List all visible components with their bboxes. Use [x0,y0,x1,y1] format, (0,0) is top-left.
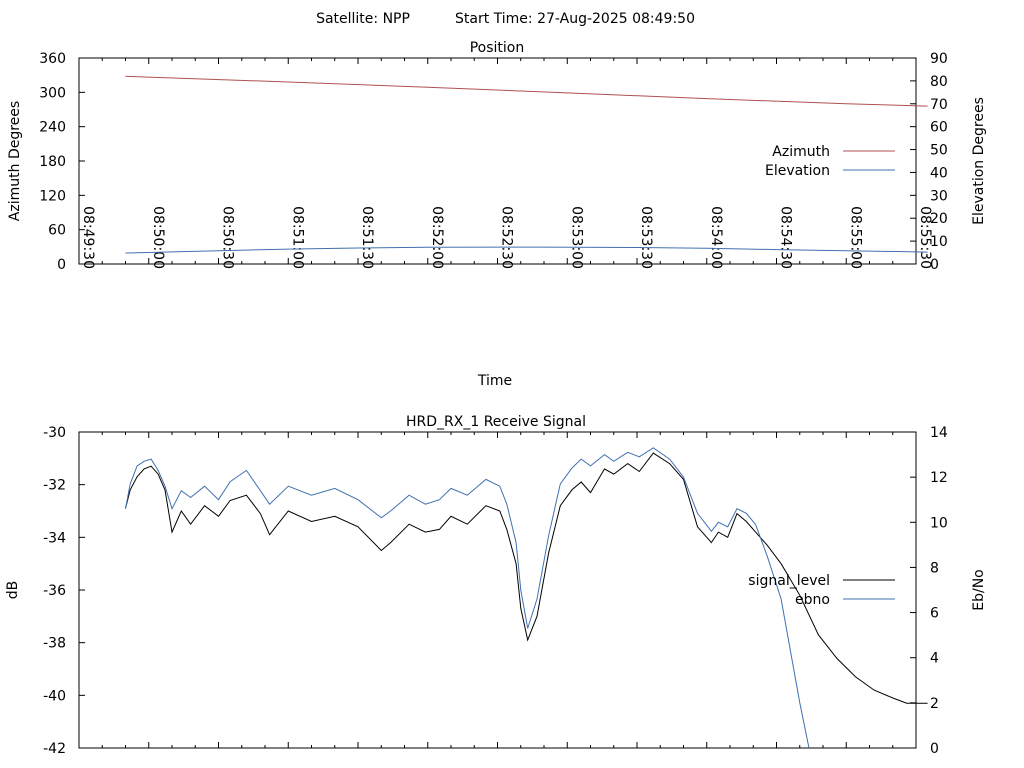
receive-signal-legend-ebno-label: ebno [795,592,830,608]
receive-signal-y2-tick-label: 12 [930,470,948,486]
position-x-tick-label: 08:55:00 [847,206,863,269]
position-y-tick-label: 0 [57,257,66,273]
receive-signal-y-tick-label: -34 [43,530,66,546]
position-legend-azimuth-label: Azimuth [772,144,830,160]
position-y2-tick-label: 0 [930,257,939,273]
position-x-tick-label: 08:53:00 [568,206,584,269]
position-y2-tick-label: 10 [930,234,948,250]
receive-signal-y-tick-label: -36 [43,583,66,599]
position-x-tick-label: 08:49:30 [80,206,96,269]
position-chart-title: Position [470,40,525,56]
receive-signal-y2-tick-label: 6 [930,606,939,622]
position-y-tick-label: 120 [39,188,66,204]
position-y-tick-label: 240 [39,120,66,136]
position-y-tick-label: 180 [39,154,66,170]
position-y2-tick-label: 90 [930,51,948,67]
header-start-time: Start Time: 27-Aug-2025 08:49:50 [455,11,695,27]
position-y2-tick-label: 20 [930,211,948,227]
position-x-tick-label: 08:55:30 [917,206,933,269]
receive-signal-y2-tick-label: 4 [930,651,939,667]
receive-signal-y2-tick-label: 0 [930,741,939,757]
position-chart: Position Time Azimuth Degrees Elevation … [7,40,987,389]
position-x-tick-label: 08:50:00 [150,206,166,269]
receive-signal-plot-frame [78,431,917,749]
receive-signal-chart-y-axis-label: dB [5,581,21,600]
receive-signal-ebno-line [125,447,810,749]
receive-signal-y2-tick-label: 8 [930,560,939,576]
position-legend-elevation-label: Elevation [765,163,830,179]
position-x-tick-label: 08:54:00 [708,206,724,269]
position-y2-tick-label: 80 [930,74,948,90]
receive-signal-y-tick-label: -30 [43,425,66,441]
position-azimuth-line [125,75,928,107]
receive-signal-y-tick-label: -32 [43,478,66,494]
receive-signal-y2-tick-label: 2 [930,696,939,712]
position-x-tick-label: 08:50:30 [220,206,236,269]
position-chart-y-axis-label: Azimuth Degrees [7,101,23,221]
position-chart-x-axis-label: Time [477,373,512,389]
position-y2-tick-label: 40 [930,165,948,181]
receive-signal-y2-tick-label: 10 [930,515,948,531]
position-y-tick-label: 300 [39,85,66,101]
position-y-tick-label: 360 [39,51,66,67]
position-x-tick-label: 08:52:00 [429,206,445,269]
position-x-tick-label: 08:53:30 [638,206,654,269]
position-y-tick-label: 60 [48,223,66,239]
receive-signal-y2-tick-label: 14 [930,425,948,441]
position-y2-tick-label: 60 [930,120,948,136]
receive-signal-y-tick-label: -42 [43,741,66,757]
position-chart-y2-axis-label: Elevation Degrees [971,97,987,225]
receive-signal-chart-y2-axis-label: Eb/No [971,569,987,611]
receive-signal-y-tick-label: -40 [43,688,66,704]
position-x-tick-label: 08:51:00 [289,206,305,269]
position-x-tick-label: 08:54:30 [778,206,794,269]
position-x-tick-label: 08:52:30 [499,206,515,269]
receive-signal-legend-signal-level-label: signal_level [748,573,830,589]
header-satellite: Satellite: NPP [316,11,410,27]
receive-signal-y-tick-label: -38 [43,636,66,652]
position-x-tick-label: 08:51:30 [359,206,375,269]
receive-signal-signal-level-line [125,452,928,704]
receive-signal-chart-title: HRD_RX_1 Receive Signal [406,414,586,430]
receive-signal-chart: HRD_RX_1 Receive Signal dB Eb/No -42 -40 -… [5,414,987,757]
position-y2-tick-label: 70 [930,97,948,113]
position-elevation-line [125,246,928,254]
position-y2-tick-label: 30 [930,188,948,204]
position-y2-tick-label: 50 [930,143,948,159]
